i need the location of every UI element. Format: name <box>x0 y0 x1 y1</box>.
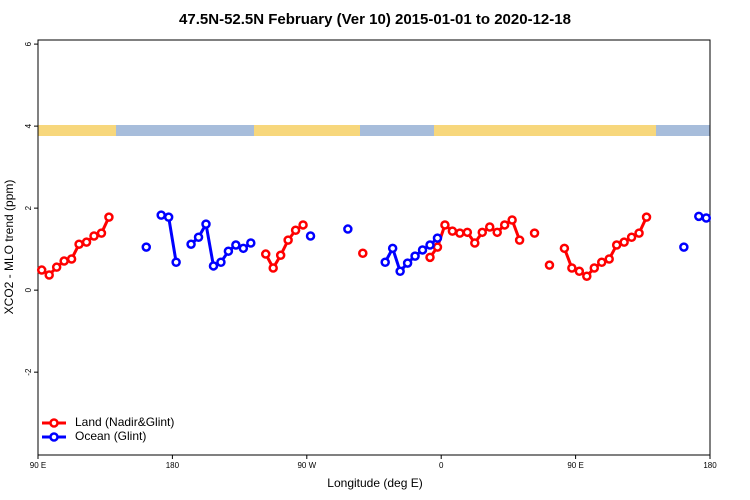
point <box>246 238 256 248</box>
point <box>260 249 271 259</box>
point <box>358 248 368 258</box>
point <box>402 258 413 268</box>
point <box>470 238 480 248</box>
ocean-strip <box>38 125 710 136</box>
point <box>156 210 166 220</box>
point <box>694 211 704 222</box>
point <box>619 237 629 247</box>
legend-marker <box>49 432 59 442</box>
point <box>559 243 570 254</box>
point <box>275 250 286 261</box>
point <box>171 257 181 268</box>
series-line <box>40 216 648 279</box>
point <box>238 243 249 254</box>
point <box>477 227 488 238</box>
x-axis-title: Longitude (deg E) <box>327 476 422 490</box>
land-strip <box>38 125 116 136</box>
point <box>589 263 600 273</box>
y-tick-label: 6 <box>24 41 33 46</box>
y-tick-label: 0 <box>24 287 33 292</box>
point <box>59 256 69 266</box>
point <box>268 263 278 273</box>
point <box>380 257 390 268</box>
point <box>492 227 502 238</box>
land-strip <box>434 125 656 136</box>
point <box>163 212 174 222</box>
point <box>231 240 241 250</box>
point <box>283 235 293 245</box>
point <box>440 220 450 230</box>
point <box>51 262 62 272</box>
point <box>484 222 495 232</box>
x-tick-label: 180 <box>703 461 717 470</box>
chart-title: 47.5N-52.5N February (Ver 10) 2015-01-01… <box>179 11 571 28</box>
point <box>223 246 234 256</box>
point <box>447 226 458 236</box>
point <box>604 254 614 264</box>
point <box>499 220 510 230</box>
point <box>634 228 644 238</box>
point <box>193 232 204 242</box>
y-tick-label: -2 <box>24 368 33 376</box>
point <box>432 233 443 243</box>
point <box>574 266 585 277</box>
point <box>425 252 435 263</box>
point <box>567 263 577 273</box>
point <box>514 235 525 245</box>
legend-label: Ocean (Glint) <box>75 429 146 443</box>
point <box>201 219 211 229</box>
point <box>395 266 405 277</box>
point <box>641 212 652 222</box>
point <box>626 232 637 242</box>
point <box>596 257 607 268</box>
point <box>216 257 226 268</box>
point <box>507 215 517 225</box>
map-strip <box>38 125 710 136</box>
point <box>701 213 712 223</box>
point <box>343 224 353 234</box>
point <box>81 237 92 247</box>
point <box>529 228 540 238</box>
point <box>387 243 398 254</box>
point <box>305 231 316 241</box>
x-tick-label: 90 E <box>30 461 46 470</box>
x-tick-label: 90 W <box>297 461 316 470</box>
land-strip <box>254 125 360 136</box>
point <box>290 225 301 236</box>
point <box>582 271 592 281</box>
point <box>455 228 465 238</box>
point <box>44 270 54 280</box>
y-axis-title: XCO2 - MLO trend (ppm) <box>2 180 16 315</box>
y-tick-label: 2 <box>24 205 33 210</box>
point <box>36 265 47 275</box>
point <box>417 245 428 255</box>
legend-label: Land (Nadir&Glint) <box>75 415 174 429</box>
point <box>410 251 420 261</box>
point <box>432 242 443 252</box>
point <box>96 228 107 238</box>
point <box>462 227 473 238</box>
point <box>74 239 84 249</box>
plot-frame <box>37 39 711 456</box>
point <box>186 239 196 249</box>
point <box>544 260 555 270</box>
legend-marker <box>49 418 59 428</box>
y-tick-label: 4 <box>24 123 33 128</box>
point <box>679 242 689 252</box>
point <box>298 220 308 230</box>
point <box>208 261 219 271</box>
x-tick-label: 180 <box>166 461 180 470</box>
point <box>141 242 152 252</box>
point <box>66 254 77 264</box>
x-tick-label: 0 <box>439 461 444 470</box>
point <box>104 212 114 222</box>
x-tick-label: 90 E <box>567 461 583 470</box>
point <box>89 231 99 241</box>
point <box>425 240 435 250</box>
point <box>611 240 622 250</box>
